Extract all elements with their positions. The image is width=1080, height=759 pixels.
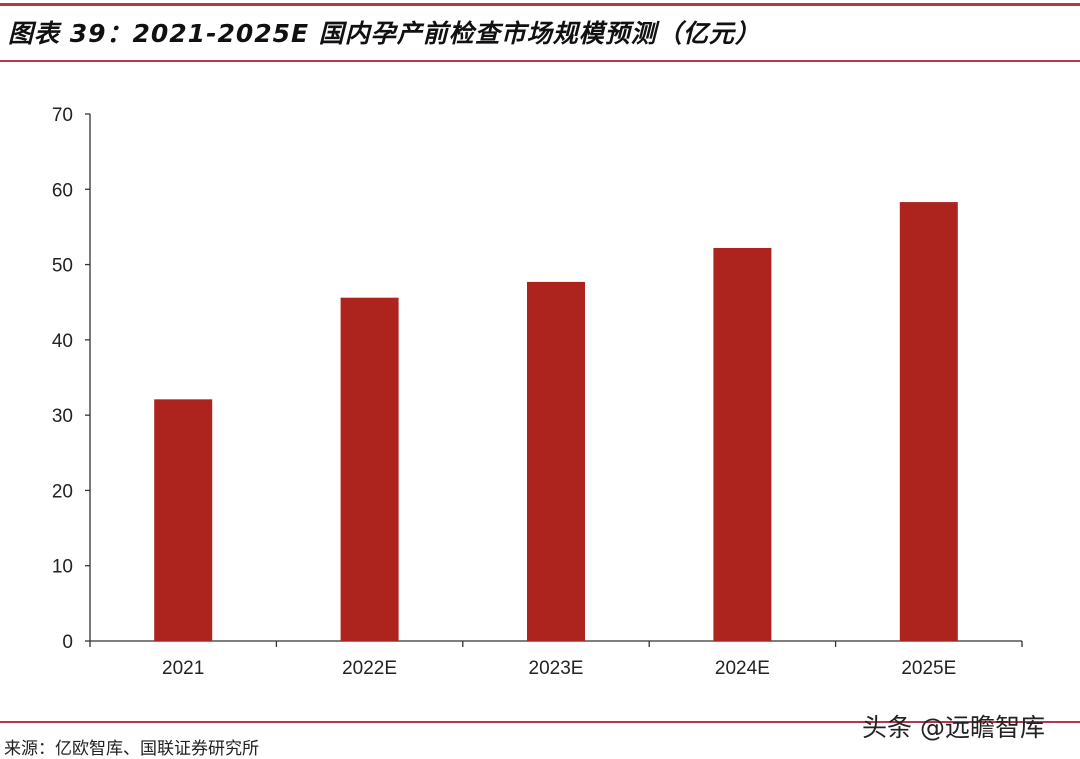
chart-title: 图表 39：2021-2025E 国内孕产前检查市场规模预测（亿元） — [8, 19, 761, 48]
x-tick-label: 2025E — [901, 658, 956, 679]
bar-2023E — [527, 281, 585, 641]
y-tick-label: 10 — [52, 557, 73, 578]
watermark: 头条 @远瞻智库 — [862, 713, 1045, 742]
title-underline — [0, 60, 1080, 62]
bar-2021 — [154, 399, 213, 641]
x-tick-label: 2023E — [529, 658, 584, 679]
y-tick-label: 40 — [52, 331, 73, 352]
y-tick-label: 50 — [52, 256, 73, 277]
y-tick-label: 70 — [52, 105, 73, 126]
bottom-rule — [0, 721, 1080, 723]
x-tick-label: 2024E — [715, 658, 770, 679]
y-tick-label: 20 — [52, 481, 73, 502]
bar-2024E — [713, 248, 772, 641]
bar-2022E — [340, 297, 399, 641]
x-tick-label: 2021 — [162, 658, 204, 679]
y-tick-label: 60 — [52, 180, 73, 201]
y-tick-label: 0 — [62, 632, 73, 653]
source-note: 来源：亿欧智库、国联证券研究所 — [4, 739, 259, 759]
x-tick-label: 2022E — [342, 658, 397, 679]
y-tick-label: 30 — [52, 406, 73, 427]
top-rule — [0, 3, 1080, 6]
bar-2025E — [899, 202, 958, 641]
